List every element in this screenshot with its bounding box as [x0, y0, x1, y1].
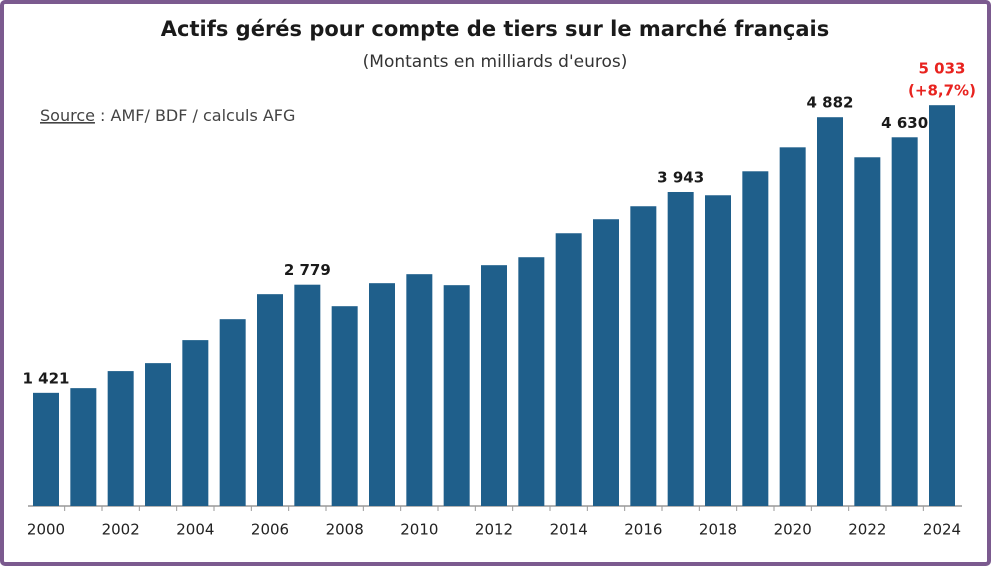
source-text: : AMF/ BDF / calculs AFG — [95, 106, 295, 125]
bar — [630, 206, 657, 507]
x-tick-label: 2008 — [326, 521, 364, 539]
data-label: 2 779 — [284, 261, 331, 279]
source-label: Source — [40, 106, 95, 125]
x-tick-label: 2000 — [27, 521, 65, 539]
bar — [705, 195, 731, 506]
bar — [854, 157, 881, 506]
bar — [891, 137, 918, 506]
bar — [929, 105, 955, 506]
bar — [294, 284, 321, 506]
bar — [369, 283, 395, 506]
chart-subtitle: (Montants en milliards d'euros) — [363, 52, 628, 72]
x-tick-label: 2020 — [774, 521, 812, 539]
bar — [107, 371, 134, 506]
bar — [481, 265, 507, 506]
bar — [331, 306, 358, 506]
chart-title: Actifs gérés pour compte de tiers sur le… — [161, 17, 829, 41]
x-tick-label: 2010 — [400, 521, 438, 539]
bar — [555, 233, 582, 506]
bar — [742, 171, 769, 506]
data-label: 1 421 — [23, 369, 70, 387]
data-label: 4 882 — [807, 94, 854, 112]
bar — [817, 117, 843, 506]
x-tick-label: 2014 — [550, 521, 588, 539]
x-tick-label: 2004 — [176, 521, 214, 539]
bar — [33, 392, 59, 506]
x-tick-label: 2022 — [848, 521, 886, 539]
annotation: (+8,7%) — [908, 82, 976, 100]
bar — [406, 274, 433, 506]
bar — [145, 363, 171, 506]
x-tick-label: 2018 — [699, 521, 737, 539]
x-tick-label: 2024 — [923, 521, 961, 539]
source: Source : AMF/ BDF / calculs AFG — [40, 106, 295, 125]
bar — [182, 340, 209, 506]
x-tick-label: 2006 — [251, 521, 289, 539]
bar — [779, 147, 806, 507]
data-label: 4 630 — [881, 114, 928, 132]
x-tick-label: 2002 — [102, 521, 140, 539]
bar — [443, 285, 470, 506]
data-label: 3 943 — [657, 168, 704, 186]
x-tick-label: 2016 — [624, 521, 662, 539]
bar — [219, 319, 246, 506]
bar — [667, 191, 694, 506]
bar — [257, 294, 283, 506]
bar — [518, 257, 545, 506]
bar — [593, 219, 619, 506]
bar — [70, 388, 97, 506]
data-label: 5 033 — [919, 60, 966, 78]
x-tick-label: 2012 — [475, 521, 513, 539]
